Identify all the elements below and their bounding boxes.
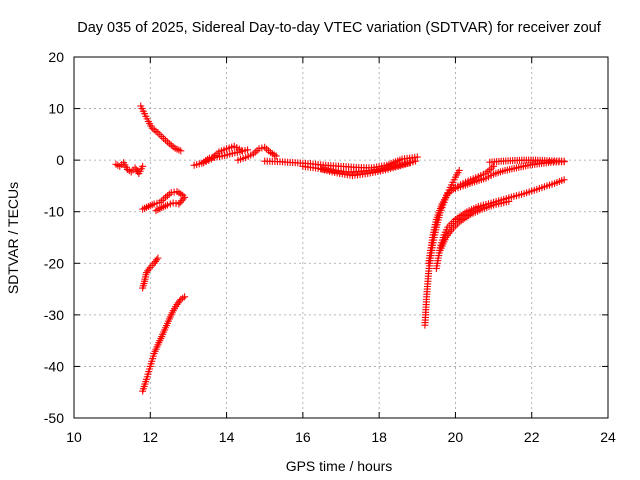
x-axis-label: GPS time / hours bbox=[286, 458, 393, 474]
series-arc-02 bbox=[137, 102, 185, 155]
data-point bbox=[413, 153, 421, 161]
series-arc-08 bbox=[200, 142, 246, 167]
y-axis-label: SDTVAR / TECUs bbox=[5, 182, 21, 294]
data-point bbox=[455, 166, 463, 174]
series-arc-18 bbox=[436, 197, 513, 254]
x-tick-label: 20 bbox=[448, 429, 464, 445]
data-point bbox=[154, 254, 162, 262]
data-point bbox=[145, 265, 153, 273]
y-tick-label: -40 bbox=[44, 358, 64, 374]
data-point bbox=[238, 146, 246, 154]
x-tick-label: 12 bbox=[142, 429, 158, 445]
data-point bbox=[560, 176, 568, 184]
x-tick-label: 22 bbox=[524, 429, 540, 445]
x-tick-label: 14 bbox=[219, 429, 235, 445]
x-tick-labels: 10 12 14 16 18 20 22 24 bbox=[66, 429, 616, 445]
x-tick-label: 16 bbox=[295, 429, 311, 445]
data-point bbox=[272, 152, 280, 160]
series-arc-16 bbox=[486, 156, 568, 166]
data-point bbox=[153, 256, 161, 264]
data-point bbox=[139, 162, 147, 170]
x-tick-label: 18 bbox=[371, 429, 387, 445]
series-arc-15 bbox=[451, 158, 568, 193]
data-point bbox=[179, 195, 187, 203]
data-point bbox=[505, 197, 513, 205]
series-arc-12 bbox=[318, 157, 419, 180]
y-tick-label: 0 bbox=[56, 152, 64, 168]
y-tick-label: -10 bbox=[44, 204, 64, 220]
data-point bbox=[560, 157, 568, 165]
y-tick-label: 10 bbox=[48, 101, 64, 117]
series-arc-05 bbox=[139, 254, 162, 292]
series-arc-06 bbox=[139, 293, 189, 395]
x-tick-label: 24 bbox=[600, 429, 616, 445]
axis-ticks bbox=[73, 56, 609, 419]
y-tick-label: -50 bbox=[44, 410, 64, 426]
y-tick-label: 20 bbox=[48, 49, 64, 65]
series-arc-09 bbox=[234, 143, 280, 164]
data-point bbox=[411, 157, 419, 165]
series-arc-03 bbox=[139, 188, 187, 213]
y-tick-label: -30 bbox=[44, 307, 64, 323]
x-tick-label: 10 bbox=[66, 429, 82, 445]
plot-frame bbox=[73, 56, 609, 419]
series-arc-01 bbox=[112, 159, 147, 178]
data-point bbox=[177, 147, 185, 155]
chart-title: Day 035 of 2025, Sidereal Day-to-day VTE… bbox=[77, 20, 602, 36]
data-point bbox=[490, 162, 498, 170]
data-point bbox=[181, 293, 189, 301]
data-point bbox=[181, 193, 189, 201]
grid-lines bbox=[74, 57, 608, 418]
series-arc-04 bbox=[152, 193, 189, 215]
y-tick-label: -20 bbox=[44, 255, 64, 271]
y-tick-labels: -50 -40 -30 -20 -10 0 10 20 bbox=[44, 49, 64, 426]
data-markers bbox=[112, 102, 568, 395]
data-point bbox=[176, 297, 184, 305]
